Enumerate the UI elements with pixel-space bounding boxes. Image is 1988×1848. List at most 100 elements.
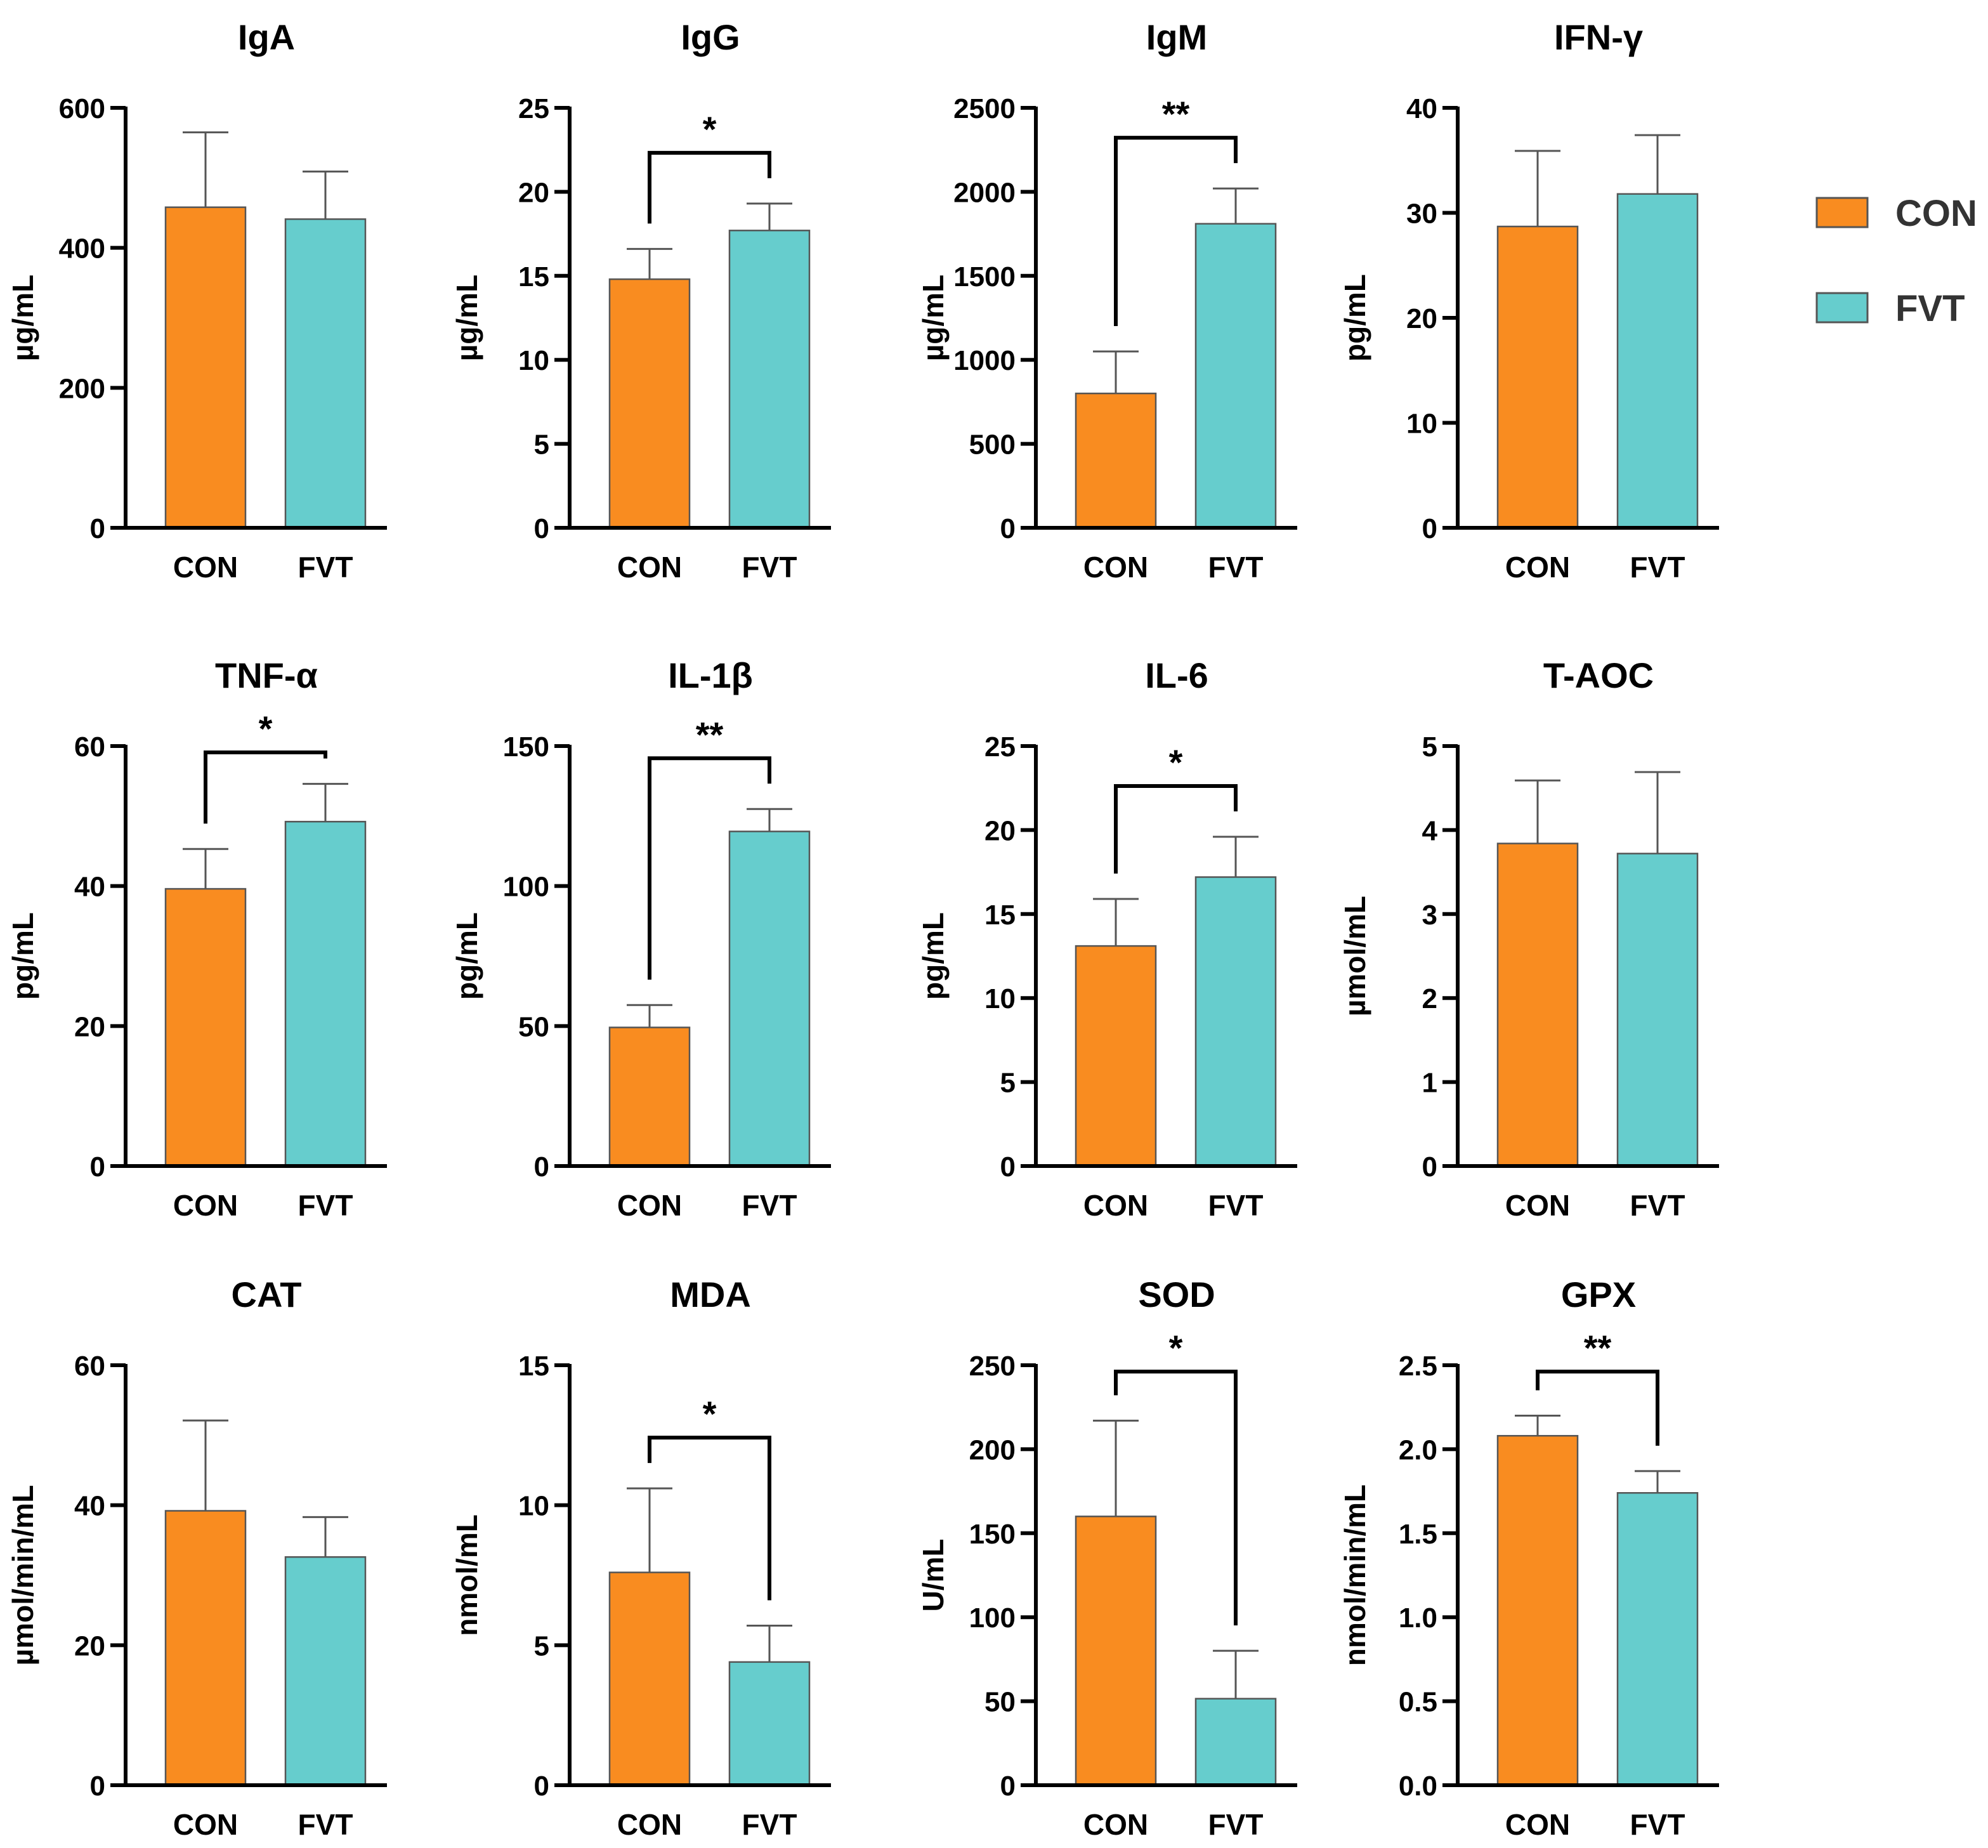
panel-title: IgG bbox=[681, 17, 740, 57]
y-axis-label: nmol/mL bbox=[450, 1514, 483, 1636]
x-category-label-con: CON bbox=[1505, 1808, 1570, 1841]
bar-fvt bbox=[728, 230, 811, 529]
panel-cat: CAT µmol/min/mL 0 20 40 60 CON FVT bbox=[6, 1275, 387, 1841]
x-category-label-con: CON bbox=[1505, 551, 1570, 584]
bar-fvt bbox=[1194, 223, 1277, 529]
y-tick-label: 2 bbox=[1422, 983, 1437, 1014]
significance-label: ** bbox=[1162, 94, 1190, 134]
y-tick-label: 2.5 bbox=[1399, 1351, 1437, 1382]
y-axis-label: pg/mL bbox=[450, 912, 483, 1000]
y-axis-label: µmol/mL bbox=[1338, 896, 1371, 1016]
x-category-label-fvt: FVT bbox=[298, 551, 353, 584]
panel-iga: IgA µg/mL 0 200 400 600 CON FVT bbox=[6, 17, 387, 584]
y-tick-label: 0 bbox=[1000, 513, 1016, 544]
x-category-label-con: CON bbox=[173, 1808, 238, 1841]
legend-label-fvt: FVT bbox=[1895, 288, 1965, 329]
y-tick-label: 2000 bbox=[953, 177, 1016, 208]
x-category-label-fvt: FVT bbox=[742, 1189, 797, 1222]
panel-gpx: GPX nmol/min/mL 0.0 0.5 1.0 1.5 2.0 2.5 CON FVT ** bbox=[1338, 1275, 1719, 1841]
y-tick-label: 40 bbox=[74, 1491, 105, 1522]
x-category-label-con: CON bbox=[173, 1189, 238, 1222]
y-tick-label: 1.5 bbox=[1399, 1519, 1437, 1550]
bar-fvt bbox=[1194, 876, 1277, 1167]
y-tick-label: 0 bbox=[90, 1151, 105, 1183]
y-tick-label: 25 bbox=[518, 93, 549, 124]
y-tick-label: 600 bbox=[59, 93, 105, 124]
y-tick-label: 15 bbox=[984, 900, 1016, 931]
panel-title: MDA bbox=[670, 1275, 751, 1314]
y-axis-label: U/mL bbox=[917, 1539, 950, 1612]
significance-label: * bbox=[259, 709, 273, 749]
y-tick-label: 0 bbox=[534, 513, 549, 544]
x-category-label-fvt: FVT bbox=[1630, 1189, 1685, 1222]
significance-bracket bbox=[1114, 136, 1238, 326]
legend-swatch-fvt bbox=[1815, 292, 1869, 324]
bar-fvt bbox=[1194, 1698, 1277, 1786]
y-tick-label: 1.0 bbox=[1399, 1602, 1437, 1634]
y-tick-label: 40 bbox=[1406, 93, 1437, 124]
bar-fvt bbox=[1616, 1491, 1699, 1786]
panel-title: IgM bbox=[1146, 17, 1207, 57]
significance-bracket bbox=[1114, 783, 1238, 874]
bar-con bbox=[1496, 842, 1579, 1167]
y-axis-label: pg/mL bbox=[1338, 274, 1371, 362]
y-tick-label: 1 bbox=[1422, 1068, 1437, 1099]
bar-con bbox=[1496, 225, 1579, 529]
significance-label: * bbox=[1169, 742, 1183, 782]
x-category-label-fvt: FVT bbox=[1208, 1808, 1264, 1841]
bar-con bbox=[1075, 945, 1157, 1167]
y-axis-label: µg/mL bbox=[917, 275, 950, 361]
panel-il-6: IL-6 pg/mL 0 5 10 15 20 25 CON FVT * bbox=[917, 655, 1297, 1222]
panel-ifn-: IFN-γ pg/mL 0 10 20 30 40 CON FVT bbox=[1338, 17, 1719, 584]
y-tick-label: 250 bbox=[969, 1351, 1016, 1382]
bar-fvt bbox=[284, 1556, 367, 1786]
x-category-label-con: CON bbox=[1083, 551, 1148, 584]
y-tick-label: 20 bbox=[518, 177, 549, 208]
legend-swatch-con bbox=[1815, 197, 1869, 228]
panel-title: IL-6 bbox=[1145, 655, 1208, 695]
panel-title: GPX bbox=[1561, 1275, 1636, 1314]
y-tick-label: 20 bbox=[984, 815, 1016, 846]
significance-label: * bbox=[1169, 1328, 1183, 1368]
y-axis-label: µmol/min/mL bbox=[6, 1485, 39, 1666]
bar-con bbox=[164, 888, 247, 1167]
y-axis-label: µg/mL bbox=[6, 275, 39, 361]
y-tick-label: 3 bbox=[1422, 900, 1437, 931]
y-axis-label: pg/mL bbox=[917, 912, 950, 1000]
significance-label: ** bbox=[696, 714, 724, 754]
bar-fvt bbox=[284, 820, 367, 1167]
panel-title: T-AOC bbox=[1543, 655, 1654, 695]
x-category-label-con: CON bbox=[1505, 1189, 1570, 1222]
y-tick-label: 20 bbox=[74, 1630, 105, 1661]
bar-con bbox=[608, 1571, 691, 1786]
bar-fvt bbox=[1616, 853, 1699, 1167]
y-tick-label: 1500 bbox=[953, 261, 1016, 292]
panel-title: IgA bbox=[238, 17, 295, 57]
x-category-label-fvt: FVT bbox=[1208, 1189, 1264, 1222]
panel-title: TNF-α bbox=[215, 655, 318, 695]
x-category-label-fvt: FVT bbox=[1630, 1808, 1685, 1841]
bar-con bbox=[164, 206, 247, 529]
y-tick-label: 5 bbox=[1000, 1068, 1016, 1099]
y-tick-label: 15 bbox=[518, 1351, 549, 1382]
y-tick-label: 40 bbox=[74, 872, 105, 903]
x-category-label-con: CON bbox=[173, 551, 238, 584]
y-tick-label: 0 bbox=[90, 1771, 105, 1802]
panel-t-aoc: T-AOC µmol/mL 0 1 2 3 4 5 CON FVT bbox=[1338, 655, 1719, 1222]
significance-bracket bbox=[1114, 1370, 1238, 1626]
x-category-label-fvt: FVT bbox=[1630, 551, 1685, 584]
bar-con bbox=[1075, 392, 1157, 529]
legend: CON FVT bbox=[1815, 193, 1977, 329]
y-tick-label: 200 bbox=[969, 1434, 1016, 1465]
y-tick-label: 15 bbox=[518, 261, 549, 292]
significance-label: * bbox=[703, 109, 717, 149]
y-tick-label: 0 bbox=[1422, 1151, 1437, 1183]
y-tick-label: 10 bbox=[518, 345, 549, 376]
panel-title: IFN-γ bbox=[1554, 17, 1643, 57]
panel-igm: IgM µg/mL 0 500 1000 1500 2000 2500 CON FVT ** bbox=[917, 17, 1297, 584]
significance-bracket bbox=[648, 150, 771, 224]
y-tick-label: 2500 bbox=[953, 93, 1016, 124]
y-tick-label: 100 bbox=[969, 1602, 1016, 1634]
bar-fvt bbox=[1616, 193, 1699, 529]
